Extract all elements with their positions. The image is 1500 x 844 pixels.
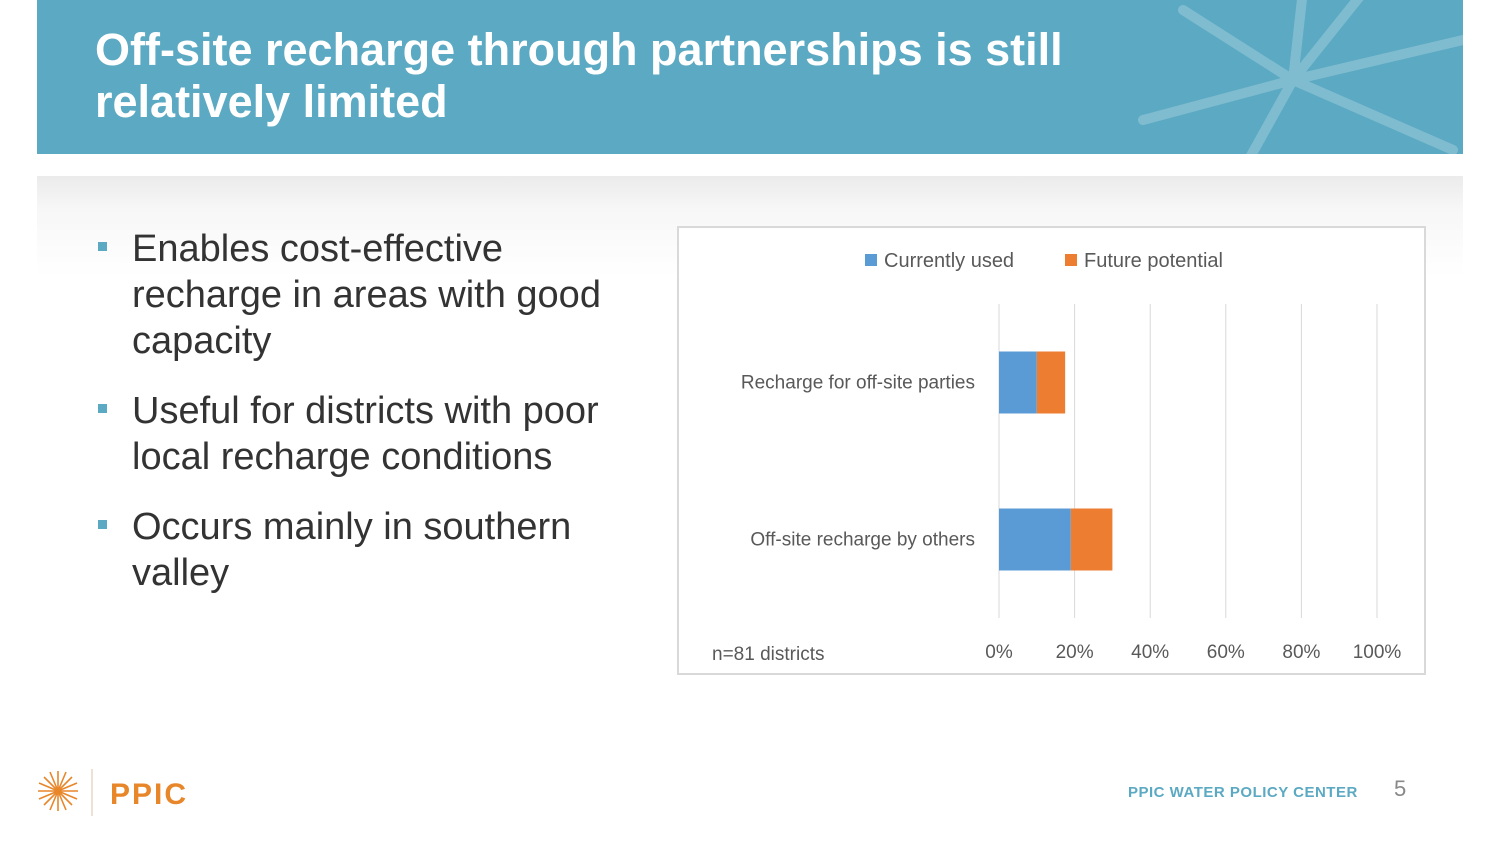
sample-size-note: n=81 districts	[712, 644, 824, 665]
bar-segment	[1036, 351, 1066, 414]
bullet-square-icon	[98, 242, 107, 251]
x-tick-label: 0%	[985, 642, 1013, 663]
starburst-decoration-icon	[1138, 0, 1463, 154]
bullet-text: Occurs mainly in southern valley	[132, 506, 572, 594]
footer-organization: PPIC WATER POLICY CENTER	[1128, 784, 1358, 801]
chart-container: 0% 20% 40% 60% 80% 100% Recharge for off-site …	[677, 226, 1426, 675]
bullet-text: Enables cost-effective recharge in areas…	[132, 228, 601, 362]
bar-segment	[999, 351, 1037, 414]
slide-title: Off-site recharge through partnerships i…	[95, 24, 1063, 127]
bullet-item: Occurs mainly in southern valley	[96, 504, 636, 596]
bullet-item: Useful for districts with poor local rec…	[96, 388, 636, 480]
x-tick-label: 20%	[1056, 642, 1094, 663]
page-number: 5	[1394, 776, 1407, 801]
sunburst-logo-icon	[38, 771, 78, 811]
legend-label: Future potential	[1084, 250, 1223, 272]
legend-swatch	[1065, 254, 1077, 266]
bullet-square-icon	[98, 520, 107, 529]
bullet-item: Enables cost-effective recharge in areas…	[96, 226, 636, 364]
bullet-text: Useful for districts with poor local rec…	[132, 390, 599, 478]
logo-wordmark: PPIC	[110, 778, 188, 811]
bullet-square-icon	[98, 404, 107, 413]
bar-segment	[999, 508, 1071, 571]
bar-segment	[1070, 508, 1113, 571]
stacked-bar-chart: 0% 20% 40% 60% 80% 100% Recharge for off-site …	[712, 250, 1402, 665]
slide-header: Off-site recharge through partnerships i…	[37, 0, 1463, 154]
x-tick-label: 80%	[1282, 642, 1320, 663]
x-tick-label: 60%	[1207, 642, 1245, 663]
category-label: Recharge for off-site parties	[741, 373, 975, 394]
bullet-list: Enables cost-effective recharge in areas…	[96, 226, 636, 620]
x-tick-label: 100%	[1353, 642, 1402, 663]
legend-swatch	[865, 254, 877, 266]
legend-label: Currently used	[884, 250, 1014, 272]
category-label: Off-site recharge by others	[750, 530, 975, 551]
x-tick-label: 40%	[1131, 642, 1169, 663]
ppic-logo: PPIC	[38, 769, 188, 816]
